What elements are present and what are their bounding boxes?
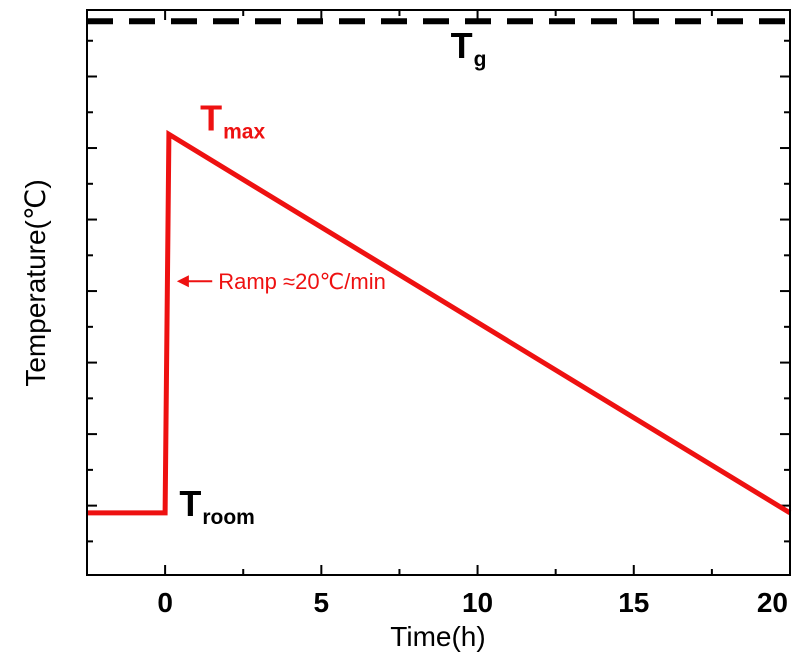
annotation-troom-sub: room	[202, 506, 255, 529]
annotation-troom: Troom	[179, 483, 255, 529]
x-tick-label: 10	[462, 587, 493, 618]
plot-frame	[86, 9, 791, 576]
y-axis-title: Temperature(℃)	[20, 179, 51, 386]
annotation-tg: Tg	[451, 25, 487, 71]
x-tick-labels: 0 5 10 15 20	[157, 587, 788, 618]
x-tick-label: 0	[157, 587, 173, 618]
x-tick-label: 5	[314, 587, 330, 618]
series-layer	[86, 129, 792, 516]
annotation-tg-base: T	[451, 25, 473, 66]
x-tick-label: 20	[757, 587, 788, 618]
annotation-troom-base: T	[179, 483, 201, 524]
annotation-tmax-sub: max	[223, 120, 265, 143]
annotation-tmax: Tmax	[200, 97, 265, 143]
annotation-tg-sub: g	[474, 48, 487, 71]
ramp-annotation-text: Ramp ≈20℃/min	[218, 269, 386, 294]
ramp-arrow-head	[176, 275, 189, 288]
tg-label-background	[446, 28, 519, 75]
annotation-tmax-base: T	[200, 97, 222, 138]
x-axis-title: Time(h)	[390, 621, 485, 652]
temperature-profile-line	[87, 129, 792, 516]
x-tick-label: 15	[618, 587, 649, 618]
